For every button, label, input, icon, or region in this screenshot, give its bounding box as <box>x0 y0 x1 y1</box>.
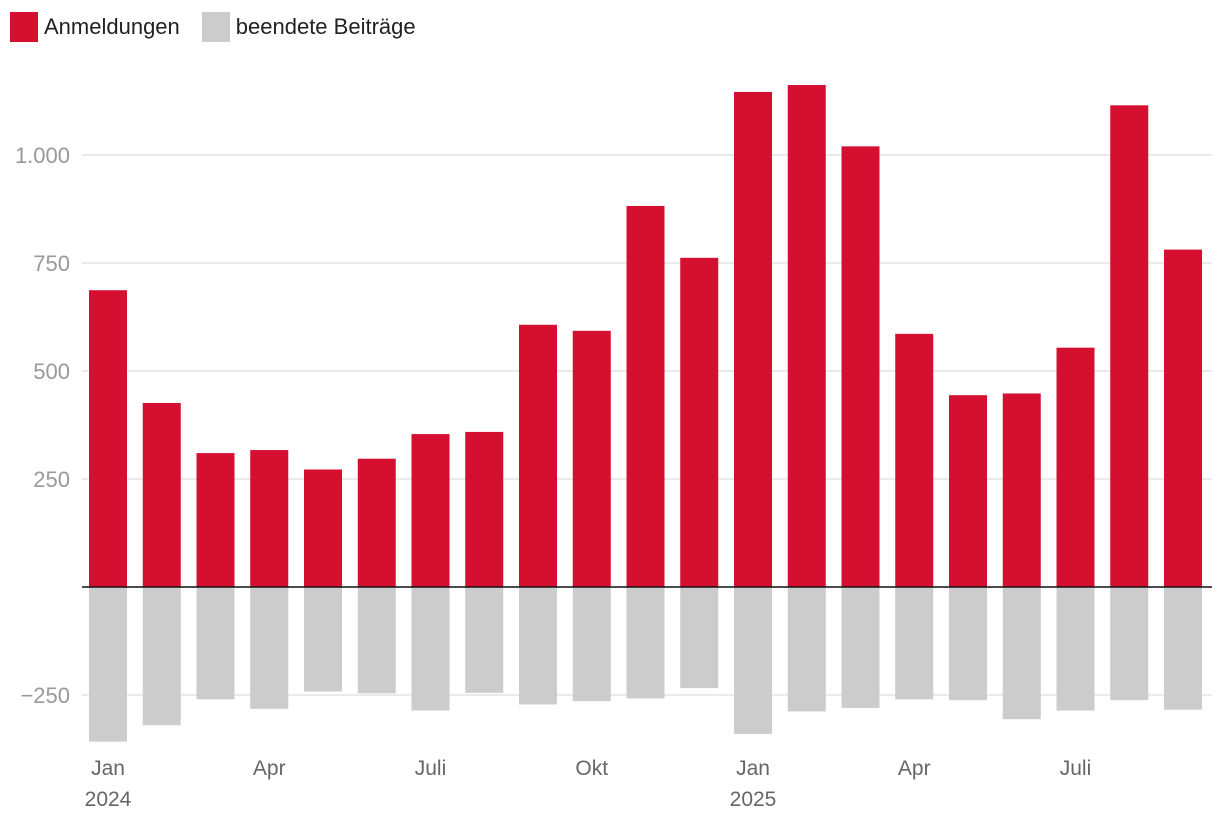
x-tick-label: Juli <box>1060 757 1092 780</box>
bar-beendete-beitraege[interactable] <box>519 587 557 705</box>
bars-layer <box>89 85 1202 742</box>
bar-beendete-beitraege[interactable] <box>1056 587 1095 711</box>
bar-beendete-beitraege[interactable] <box>89 587 127 742</box>
bar-anmeldungen[interactable] <box>519 324 557 587</box>
x-tick-label: Jan <box>91 757 125 780</box>
bar-beendete-beitraege[interactable] <box>572 587 611 702</box>
legend-label-beendete-beitraege: beendete Beiträge <box>235 14 416 39</box>
bar-beendete-beitraege[interactable] <box>411 587 450 711</box>
bar-anmeldungen[interactable] <box>895 333 934 587</box>
y-tick-label: −250 <box>20 683 70 708</box>
bar-beendete-beitraege[interactable] <box>949 587 987 701</box>
bar-beendete-beitraege[interactable] <box>787 587 826 712</box>
bar-anmeldungen[interactable] <box>357 458 396 587</box>
bar-beendete-beitraege[interactable] <box>1164 587 1202 710</box>
bar-anmeldungen[interactable] <box>572 330 611 587</box>
bar-beendete-beitraege[interactable] <box>142 587 181 726</box>
bar-beendete-beitraege[interactable] <box>841 587 880 708</box>
bar-beendete-beitraege[interactable] <box>1110 587 1149 701</box>
bar-anmeldungen[interactable] <box>411 434 450 587</box>
bar-anmeldungen[interactable] <box>841 146 880 588</box>
x-tick-label: Apr <box>253 757 286 780</box>
bar-anmeldungen[interactable] <box>304 469 342 587</box>
x-tick-label: Jan <box>736 757 770 780</box>
bar-anmeldungen[interactable] <box>465 431 504 587</box>
bar-anmeldungen[interactable] <box>1056 347 1095 587</box>
bar-anmeldungen[interactable] <box>250 450 289 587</box>
bar-anmeldungen[interactable] <box>787 85 826 588</box>
bar-anmeldungen[interactable] <box>734 91 772 587</box>
y-tick-label: 250 <box>33 467 70 492</box>
bar-beendete-beitraege[interactable] <box>626 587 665 699</box>
bar-anmeldungen[interactable] <box>949 395 987 587</box>
bar-anmeldungen[interactable] <box>626 205 665 587</box>
bar-beendete-beitraege[interactable] <box>734 587 772 734</box>
x-tick-label: 2025 <box>730 788 777 811</box>
bar-beendete-beitraege[interactable] <box>250 587 289 709</box>
bar-anmeldungen[interactable] <box>142 402 181 587</box>
legend-item-anmeldungen[interactable]: Anmeldungen <box>10 12 180 42</box>
axis-layer: −250 250 500 750 1.000 Jan 2024 Apr Juli Okt Jan 20… <box>15 143 1212 811</box>
y-tick-label: 1.000 <box>15 143 70 168</box>
y-tick-label: 750 <box>33 251 70 276</box>
bar-anmeldungen[interactable] <box>1164 249 1202 587</box>
x-tick-label: Juli <box>415 757 447 780</box>
legend-item-beendete-beitraege[interactable]: beendete Beiträge <box>201 12 416 42</box>
x-tick-label: 2024 <box>85 788 132 811</box>
legend-swatch-anmeldungen <box>10 12 38 42</box>
bar-beendete-beitraege[interactable] <box>357 587 396 694</box>
bar-anmeldungen[interactable] <box>1110 105 1149 587</box>
bar-beendete-beitraege[interactable] <box>304 587 342 692</box>
x-tick-label: Okt <box>575 757 608 780</box>
bar-anmeldungen[interactable] <box>680 257 719 587</box>
bar-beendete-beitraege[interactable] <box>895 587 934 700</box>
bar-beendete-beitraege[interactable] <box>680 587 719 689</box>
x-tick-label: Apr <box>898 757 931 780</box>
bar-anmeldungen[interactable] <box>89 290 127 587</box>
legend-swatch-beendete-beitraege <box>201 12 230 42</box>
bar-anmeldungen[interactable] <box>1002 393 1041 587</box>
legend-label-anmeldungen: Anmeldungen <box>44 14 180 39</box>
bar-beendete-beitraege[interactable] <box>465 587 504 693</box>
y-tick-label: 500 <box>33 359 70 384</box>
bar-anmeldungen[interactable] <box>196 453 235 587</box>
bar-beendete-beitraege[interactable] <box>196 587 235 700</box>
bar-beendete-beitraege[interactable] <box>1002 587 1041 720</box>
legend: Anmeldungen beendete Beiträge <box>10 12 416 42</box>
